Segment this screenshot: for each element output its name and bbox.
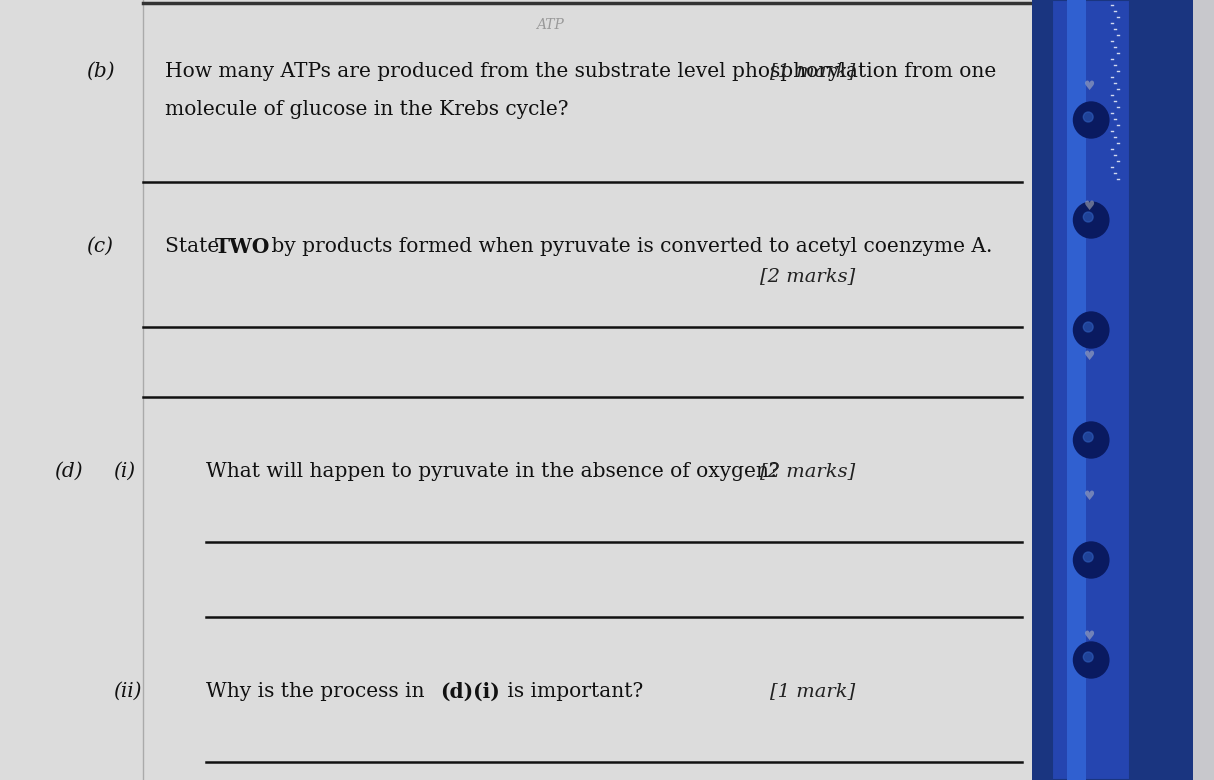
Circle shape — [1073, 312, 1108, 348]
Text: [1 mark]: [1 mark] — [770, 62, 855, 80]
Text: (ii): (ii) — [113, 682, 142, 701]
Circle shape — [1073, 422, 1108, 458]
Text: (i): (i) — [113, 462, 135, 481]
Text: (b): (b) — [86, 62, 115, 81]
Text: is important?: is important? — [501, 682, 643, 701]
Text: State: State — [165, 237, 226, 256]
FancyBboxPatch shape — [1067, 0, 1087, 780]
Circle shape — [1073, 202, 1108, 238]
Text: (c): (c) — [86, 237, 113, 256]
Circle shape — [1083, 112, 1093, 122]
Text: ATP: ATP — [537, 18, 565, 32]
Circle shape — [1083, 652, 1093, 662]
Text: ♥: ♥ — [1084, 490, 1095, 503]
Circle shape — [1073, 542, 1108, 578]
Text: Why is the process in: Why is the process in — [206, 682, 431, 701]
Text: ♥: ♥ — [1084, 200, 1095, 213]
Text: [1 mark]: [1 mark] — [770, 682, 855, 700]
Circle shape — [1073, 642, 1108, 678]
Text: [2 marks]: [2 marks] — [760, 267, 855, 285]
Text: ♥: ♥ — [1084, 350, 1095, 363]
Text: [2 marks]: [2 marks] — [760, 462, 855, 480]
Circle shape — [1083, 552, 1093, 562]
Text: by products formed when pyruvate is converted to acetyl coenzyme A.: by products formed when pyruvate is conv… — [266, 237, 993, 256]
Text: (d)(i): (d)(i) — [441, 682, 500, 702]
Text: ♥: ♥ — [1084, 630, 1095, 643]
Text: What will happen to pyruvate in the absence of oxygen?: What will happen to pyruvate in the abse… — [206, 462, 781, 481]
Circle shape — [1083, 322, 1093, 332]
Polygon shape — [0, 0, 1042, 780]
Circle shape — [1073, 102, 1108, 138]
Text: TWO: TWO — [215, 237, 270, 257]
FancyBboxPatch shape — [1051, 0, 1130, 780]
Text: (d): (d) — [55, 462, 83, 481]
FancyBboxPatch shape — [1032, 0, 1193, 780]
Text: molecule of glucose in the Krebs cycle?: molecule of glucose in the Krebs cycle? — [165, 100, 568, 119]
Text: ♥: ♥ — [1084, 80, 1095, 93]
Circle shape — [1083, 212, 1093, 222]
Text: How many ATPs are produced from the substrate level phosphorylation from one: How many ATPs are produced from the subs… — [165, 62, 997, 81]
Circle shape — [1083, 432, 1093, 442]
